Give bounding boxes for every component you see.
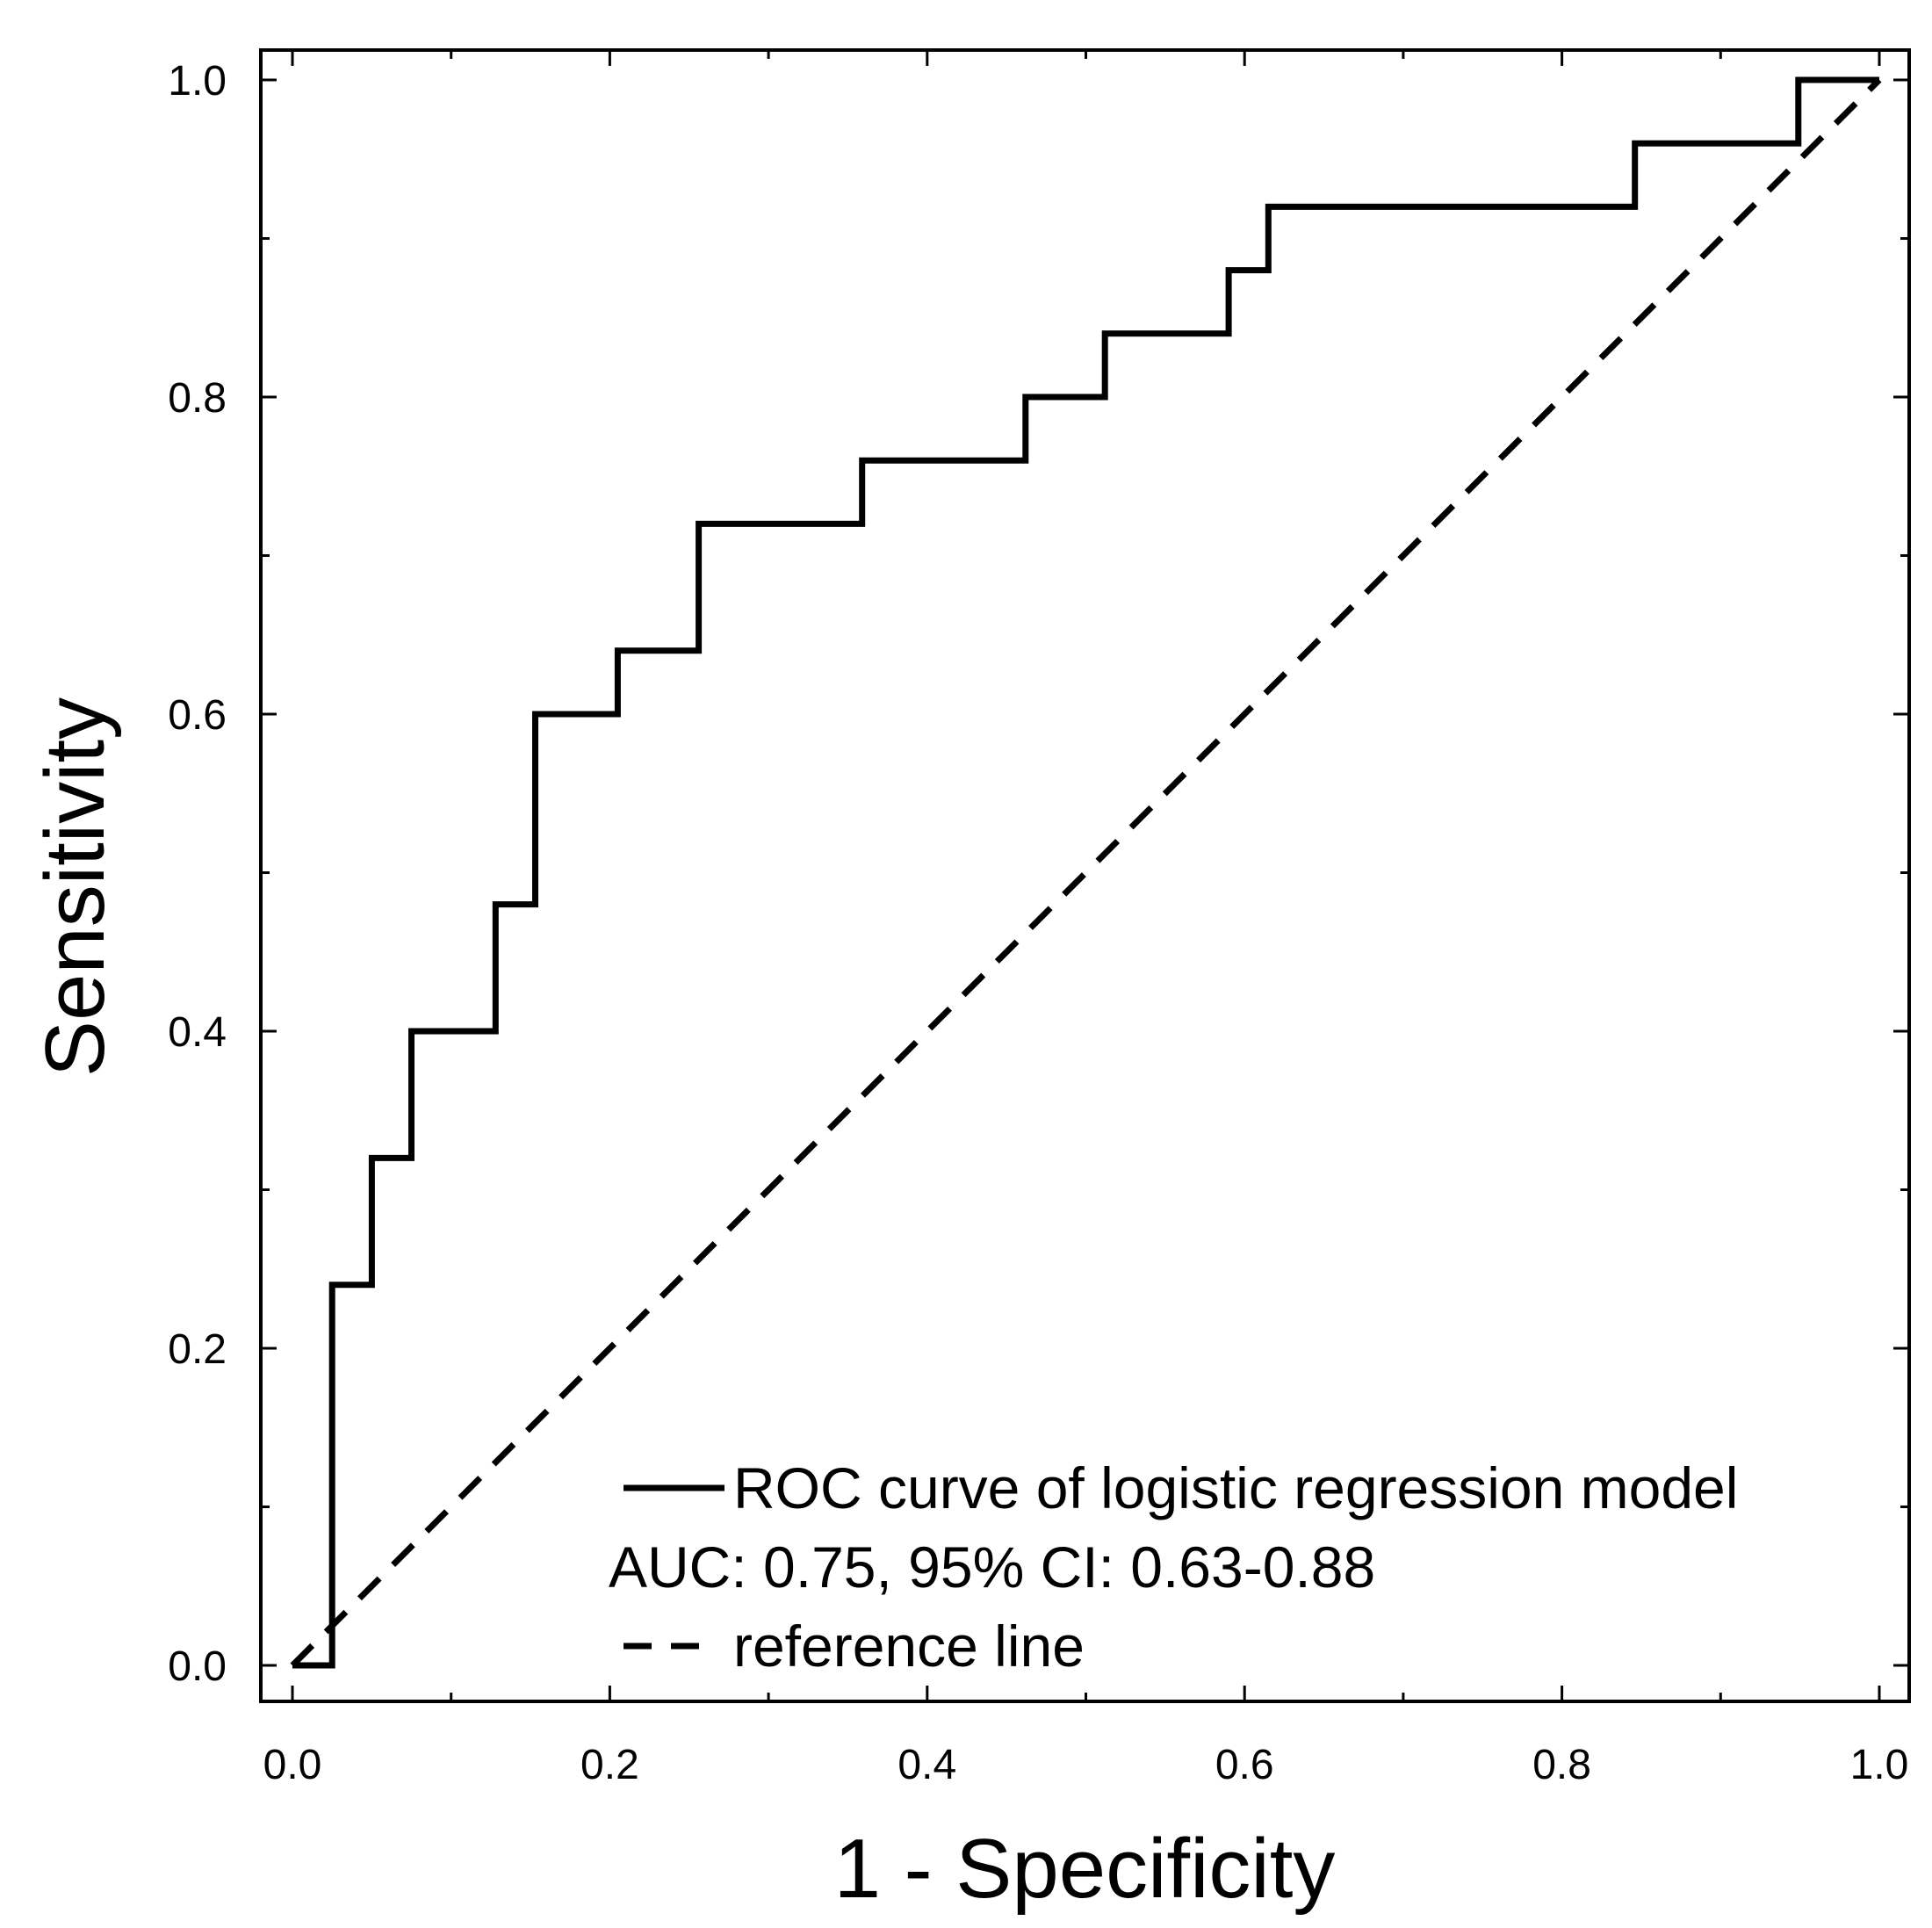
legend-reference-label: reference line xyxy=(733,1614,1085,1679)
y-tick-label: 0.8 xyxy=(168,375,227,422)
x-tick-label: 0.4 xyxy=(898,1742,956,1788)
y-tick-label: 0.0 xyxy=(168,1643,227,1690)
y-axis-label: Sensitivity xyxy=(28,697,122,1077)
plot-frame xyxy=(259,48,1911,1703)
x-axis-label: 1 - Specificity xyxy=(834,1822,1336,1916)
y-tick-label: 0.6 xyxy=(168,692,227,739)
y-tick-label: 0.4 xyxy=(168,1009,227,1056)
reference-line xyxy=(290,77,1882,1668)
series-layer xyxy=(290,76,1882,1669)
x-tick-label: 0.6 xyxy=(1215,1742,1274,1788)
x-tick-label: 1.0 xyxy=(1850,1742,1909,1788)
y-tick-label: 1.0 xyxy=(168,58,227,105)
y-tick-label: 0.2 xyxy=(168,1326,227,1373)
labels-layer: 0.0 0.2 0.4 0.6 0.8 1.0 0.0 0.2 0.4 0.6 0.8 1.0 xyxy=(168,58,1908,1788)
x-tick-label: 0.0 xyxy=(263,1742,322,1788)
legend-auc-annotation: AUC: 0.75, 95% CI: 0.63-0.88 xyxy=(609,1534,1375,1599)
x-tick-label: 0.8 xyxy=(1532,1742,1591,1788)
roc-curve-line xyxy=(292,76,1879,1669)
x-tick-label: 0.2 xyxy=(580,1742,639,1788)
legend-roc-label: ROC curve of logistic regression model xyxy=(733,1455,1738,1520)
legend: ROC curve of logistic regression model A… xyxy=(609,1455,1738,1679)
